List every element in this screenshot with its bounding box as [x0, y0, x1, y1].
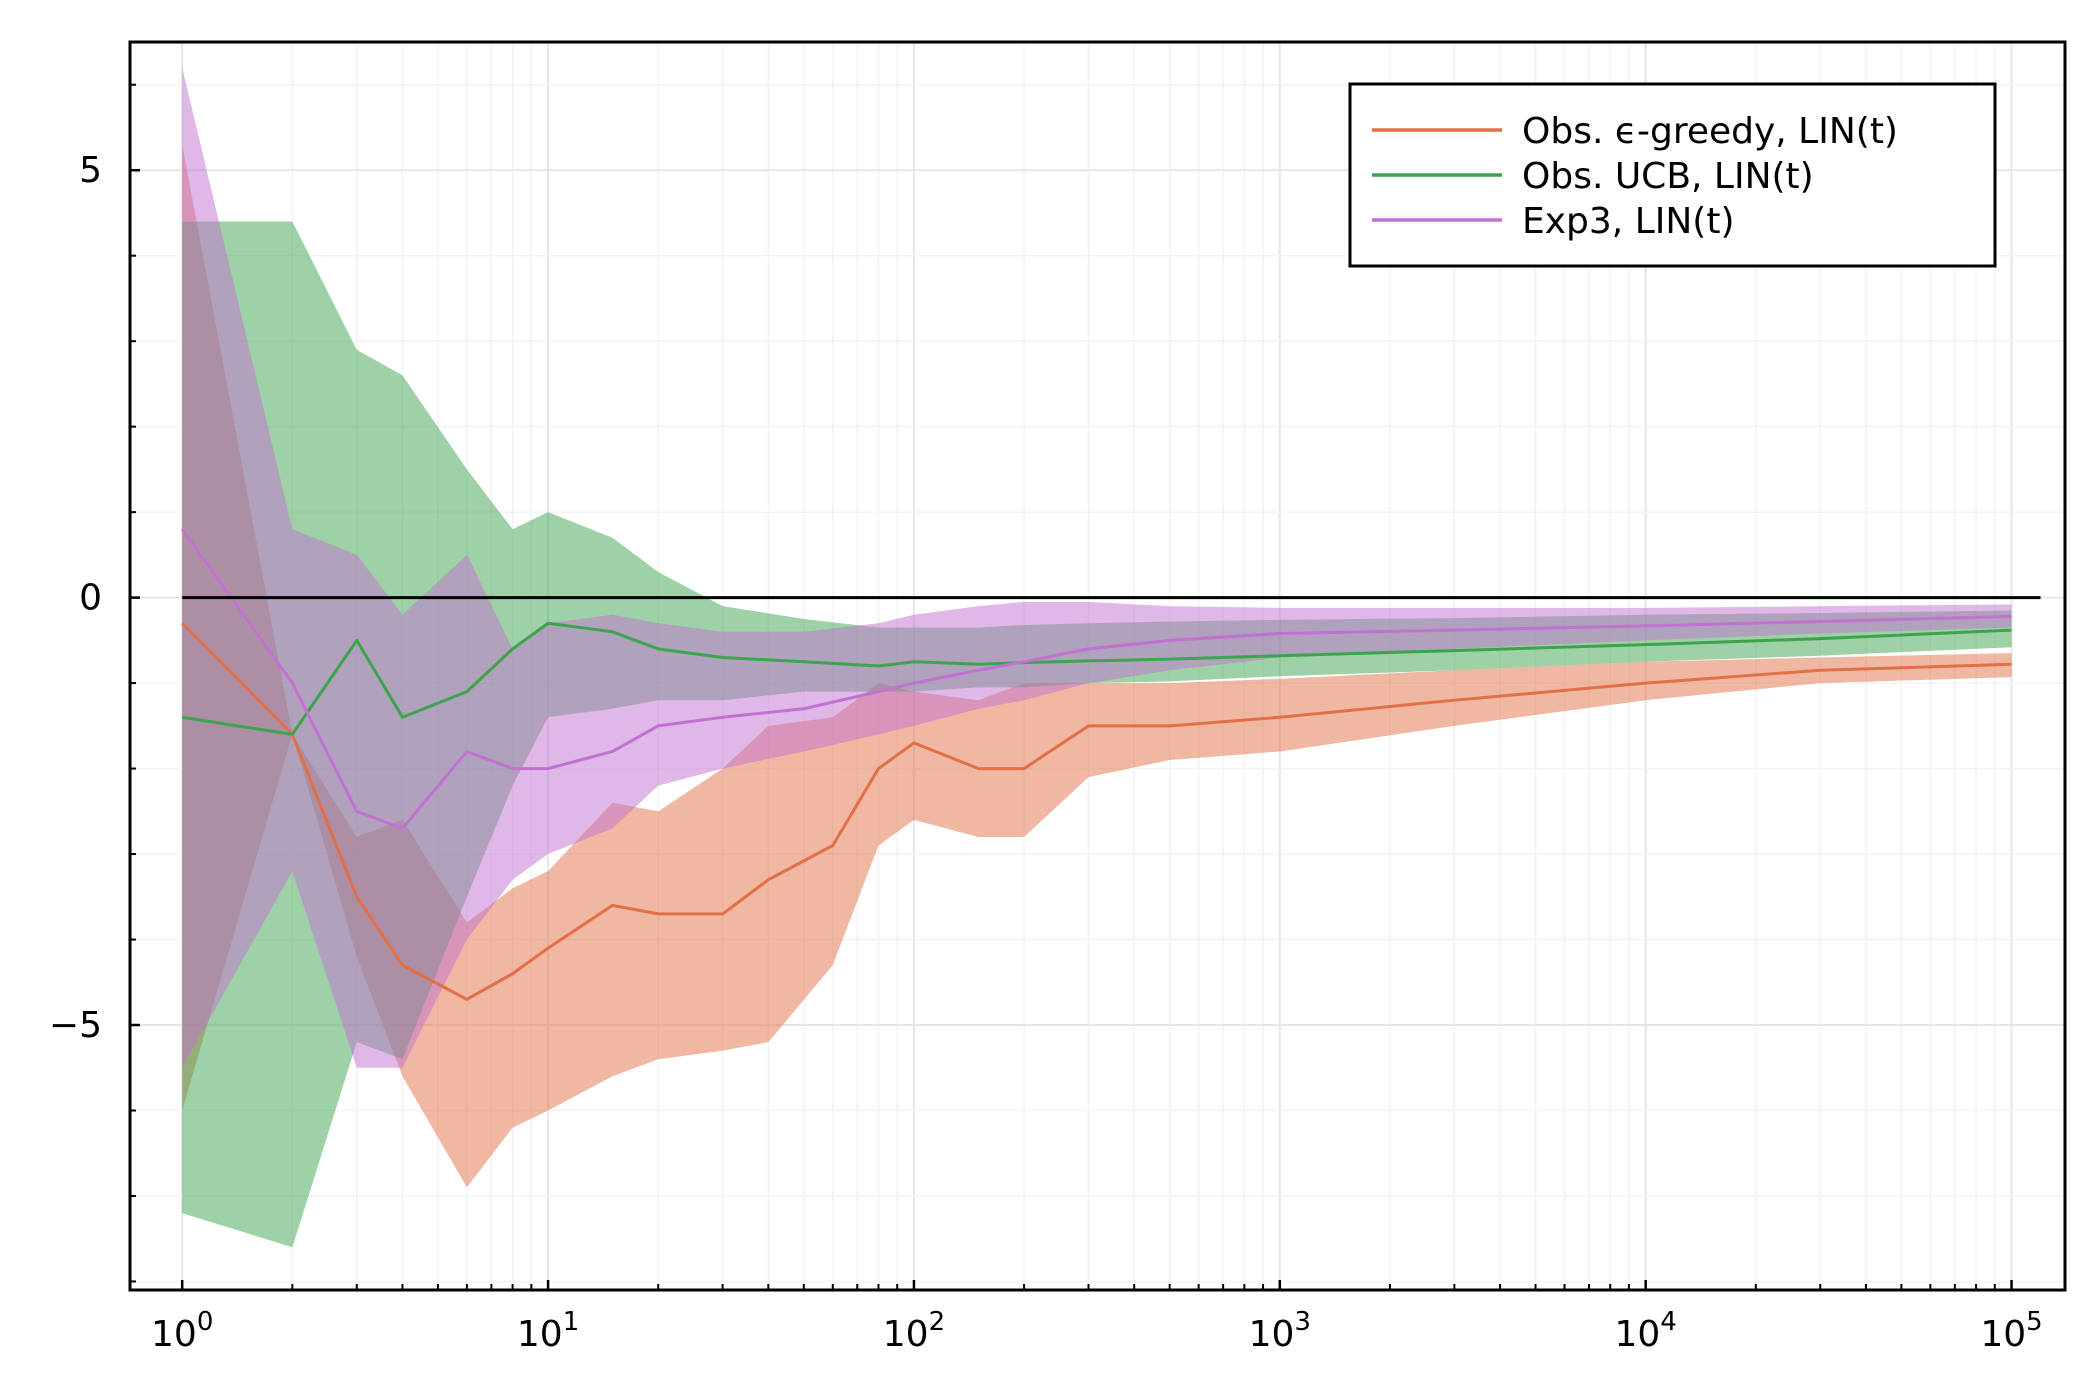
x-tick-label: 102: [883, 1307, 945, 1355]
y-tick-label: 0: [79, 578, 102, 619]
legend: Obs. ϵ-greedy, LIN(t)Obs. UCB, LIN(t)Exp…: [1348, 82, 1997, 268]
axis-ticks: 100 101 102 103 104 105 5 0 −5: [49, 83, 2043, 1355]
series-lines: [180, 528, 2012, 1001]
x-tick-label: 104: [1614, 1307, 1676, 1355]
y-tick-label: 5: [79, 150, 102, 191]
x-tick-label: 101: [517, 1307, 579, 1355]
series-line-1: [181, 622, 2012, 1001]
x-tick-label: 103: [1249, 1307, 1311, 1355]
plot-frame: [128, 40, 2067, 1292]
x-tick-label: 100: [151, 1307, 213, 1355]
legend-label: Obs. UCB, LIN(t): [1522, 156, 1814, 197]
confidence-bands: [182, 67, 2012, 1248]
x-tick-label: 105: [1980, 1307, 2042, 1355]
y-tick-label: −5: [49, 1005, 102, 1046]
confidence-band-series-3: [182, 67, 2012, 1068]
series-line-3: [180, 528, 2012, 830]
legend-label: Obs. ϵ-greedy, LIN(t): [1522, 111, 1898, 152]
legend-label: Exp3, LIN(t): [1522, 201, 1735, 242]
series-line-2: [181, 621, 2012, 736]
confidence-band-series-1: [182, 144, 2012, 1188]
